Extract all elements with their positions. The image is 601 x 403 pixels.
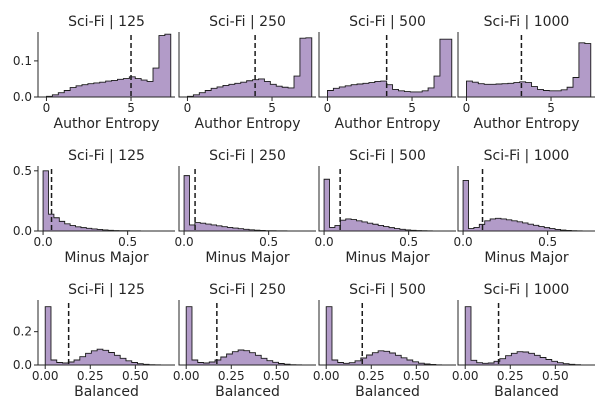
panel-title: Sci-Fi | 250	[209, 14, 286, 30]
histogram-bars-r2-c2	[183, 175, 304, 232]
x-tick-label: 0.00	[173, 369, 200, 383]
histogram-bars-r1-c3	[327, 38, 453, 98]
x-tick-label: 0.50	[122, 369, 149, 383]
histogram-bars-r1-c2	[187, 37, 313, 98]
x-tick-label: 5	[268, 101, 276, 115]
histogram-bars-r3-c2	[185, 306, 303, 366]
x-axis-label: Author Entropy	[335, 116, 441, 132]
x-axis-label: Minus Major	[484, 250, 569, 266]
x-axis-label: Author Entropy	[54, 116, 160, 132]
x-tick-label: 0	[324, 101, 332, 115]
x-axis-label: Minus Major	[205, 250, 290, 266]
x-axis-label: Balanced	[355, 384, 420, 400]
x-axis-label: Balanced	[215, 384, 280, 400]
x-tick-label: 0.25	[358, 369, 385, 383]
x-tick-label: 0.5	[538, 235, 557, 249]
x-tick-label: 0.25	[218, 369, 245, 383]
x-tick-label: 0.0	[454, 235, 473, 249]
panel-title: Sci-Fi | 125	[68, 148, 145, 164]
axes-r3-c2	[178, 300, 316, 366]
histogram-bars-r1-c1	[46, 33, 172, 98]
x-tick-label: 5	[127, 101, 135, 115]
x-tick-label: 0.0	[34, 235, 53, 249]
y-tick-label: 0.5	[13, 164, 32, 178]
histogram-bars-r2-c1	[42, 170, 163, 232]
x-tick-label: 0.00	[313, 369, 340, 383]
panel-title: Sci-Fi | 250	[209, 148, 286, 164]
histogram-bars-r3-c4	[464, 306, 582, 366]
panel-title: Sci-Fi | 500	[349, 282, 426, 298]
x-axis-label: Minus Major	[345, 250, 430, 266]
axes-r2-c4	[457, 166, 595, 232]
axes-r3-c4	[457, 300, 595, 366]
panel-title: Sci-Fi | 250	[209, 282, 286, 298]
y-tick-label: 0.1	[13, 54, 32, 68]
x-axis-label: Author Entropy	[474, 116, 580, 132]
x-tick-label: 0.5	[259, 235, 278, 249]
x-tick-label: 0	[184, 101, 192, 115]
axes-r1-c2	[178, 32, 316, 98]
histogram-bars-r2-c3	[323, 178, 444, 232]
histogram-bars-r2-c4	[462, 179, 583, 232]
x-tick-label: 0.50	[403, 369, 430, 383]
x-tick-label: 0	[43, 101, 51, 115]
panel-title: Sci-Fi | 500	[349, 14, 426, 30]
x-axis-label: Balanced	[494, 384, 559, 400]
y-tick-label: 0.0	[13, 224, 32, 238]
y-tick-label: 0.0	[13, 358, 32, 372]
panel-title: Sci-Fi | 1000	[484, 282, 570, 298]
axes-r1-c4	[457, 32, 595, 98]
x-tick-label: 0.5	[399, 235, 418, 249]
axes-r1-c3	[318, 32, 456, 98]
histogram-bars-r1-c4	[466, 42, 592, 98]
panel-title: Sci-Fi | 1000	[484, 148, 570, 164]
x-tick-label: 0.50	[263, 369, 290, 383]
histogram-bars-r3-c1	[44, 306, 162, 366]
x-tick-label: 0	[463, 101, 471, 115]
x-tick-label: 0.0	[315, 235, 334, 249]
x-tick-label: 5	[547, 101, 555, 115]
panel-title: Sci-Fi | 125	[68, 282, 145, 298]
x-tick-label: 0.00	[452, 369, 479, 383]
x-tick-label: 0.25	[77, 369, 104, 383]
x-tick-label: 0.25	[497, 369, 524, 383]
x-axis-label: Author Entropy	[195, 116, 301, 132]
panel-title: Sci-Fi | 500	[349, 148, 426, 164]
y-tick-label: 0.0	[13, 90, 32, 104]
axes-r3-c3	[318, 300, 456, 366]
histogram-bars-r3-c3	[325, 306, 443, 366]
panel-title: Sci-Fi | 1000	[484, 14, 570, 30]
panel-title: Sci-Fi | 125	[68, 14, 145, 30]
axes-r2-c2	[178, 166, 316, 232]
axes-r2-c3	[318, 166, 456, 232]
x-tick-label: 0.50	[542, 369, 569, 383]
x-tick-label: 5	[408, 101, 416, 115]
y-tick-label: 0.2	[13, 325, 32, 339]
x-axis-label: Balanced	[74, 384, 139, 400]
x-tick-label: 0.00	[32, 369, 59, 383]
x-tick-label: 0.0	[175, 235, 194, 249]
x-tick-label: 0.5	[118, 235, 137, 249]
x-axis-label: Minus Major	[64, 250, 149, 266]
